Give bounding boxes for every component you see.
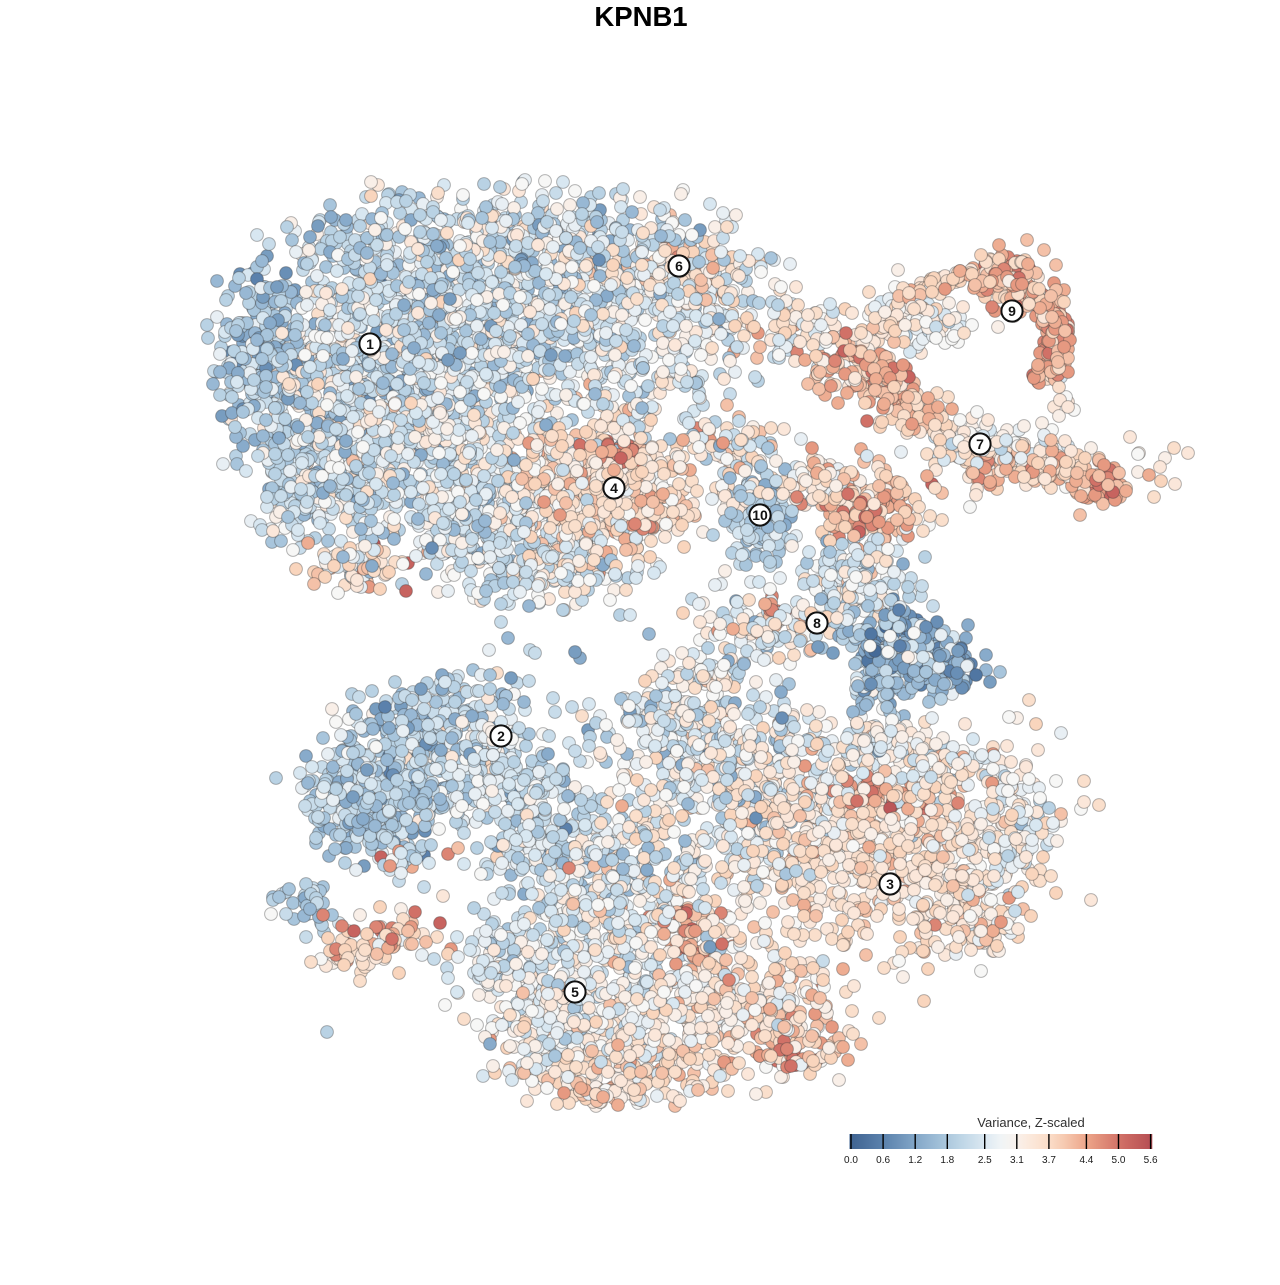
svg-text:KPNB1: KPNB1 xyxy=(594,1,687,32)
